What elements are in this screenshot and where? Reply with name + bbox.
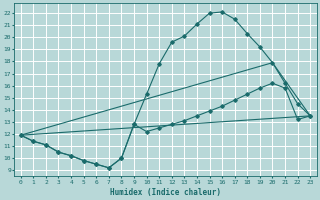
X-axis label: Humidex (Indice chaleur): Humidex (Indice chaleur) [110,188,221,197]
